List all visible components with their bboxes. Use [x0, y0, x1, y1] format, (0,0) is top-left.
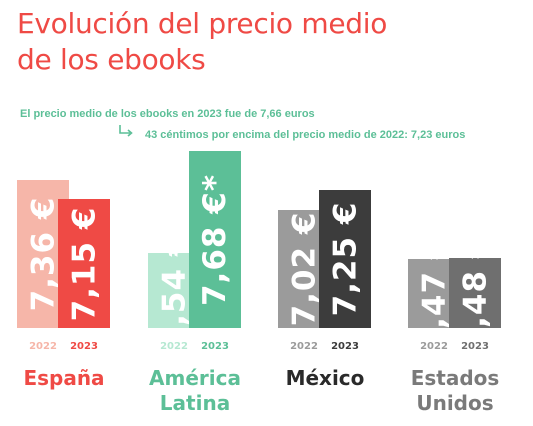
country-label-line: América — [149, 366, 241, 390]
elbow-arrow-icon — [119, 125, 133, 137]
country-label-2: México — [260, 366, 390, 391]
year-label-1-2022: 2022 — [160, 341, 188, 352]
bar-0-2023: 7,15 € — [58, 199, 110, 328]
bar-value-label: 7,25 € — [327, 201, 364, 317]
country-label-line: España — [23, 366, 105, 390]
bar-value-label: 6,54 € — [156, 253, 193, 328]
bar-value-label: 7,36 € — [25, 196, 62, 312]
country-label-line: Latina — [159, 391, 231, 415]
bar-value-label: 6,47 € — [416, 259, 453, 328]
bar-1-2023: 7,68 €* — [189, 151, 241, 328]
country-label-0: España — [0, 366, 129, 391]
bar-2-2023: 7,25 € — [319, 190, 371, 328]
year-label-0-2022: 2022 — [29, 341, 57, 352]
country-label-line: Estados — [410, 366, 500, 390]
year-label-0-2023: 2023 — [70, 341, 98, 352]
year-label-2-2022: 2022 — [290, 341, 318, 352]
subtitle-average-2023: El precio medio de los ebooks en 2023 fu… — [20, 108, 315, 120]
country-label-line: Unidos — [416, 391, 494, 415]
bar-value-label: 7,15 € — [66, 206, 103, 321]
bar-value-label: 7,68 €* — [197, 173, 233, 306]
bar-value-label: 7,02 € — [286, 211, 323, 327]
year-label-3-2023: 2023 — [461, 341, 489, 352]
year-label-2-2023: 2023 — [331, 341, 359, 352]
title-line-2: de los ebooks — [17, 43, 206, 76]
bar-3-2023: 6,48 € — [449, 258, 501, 328]
country-label-3: Estados Unidos — [390, 366, 520, 416]
country-label-line: México — [285, 366, 365, 390]
chart-title: Evolución del precio medio de los ebooks — [17, 6, 517, 78]
subtitle-comparison-2022: 43 céntimos por encima del precio medio … — [145, 129, 466, 141]
title-line-1: Evolución del precio medio — [17, 7, 388, 40]
year-label-1-2023: 2023 — [201, 341, 229, 352]
bar-value-label: 6,48 € — [457, 258, 494, 328]
country-label-1: América Latina — [130, 366, 260, 416]
year-label-3-2022: 2022 — [420, 341, 448, 352]
